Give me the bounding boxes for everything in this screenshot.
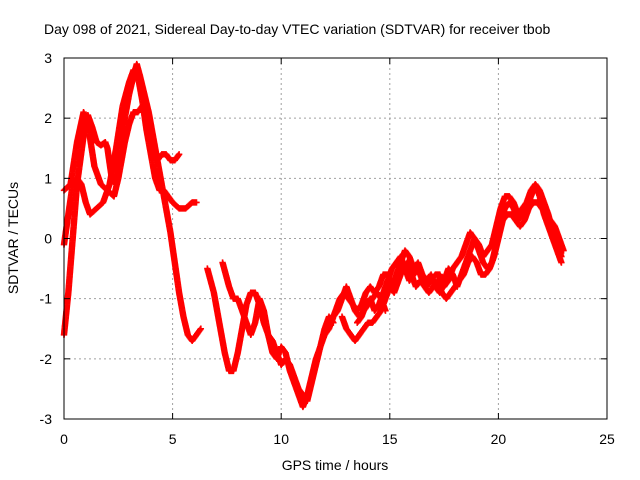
data-point	[197, 325, 205, 332]
y-tick-label: 0	[44, 231, 52, 247]
y-tick-label: 3	[44, 50, 52, 66]
y-tick-label: -1	[40, 291, 53, 307]
x-tick-label: 5	[169, 431, 177, 447]
chart-title: Day 098 of 2021, Sidereal Day-to-day VTE…	[44, 21, 551, 37]
x-tick-label: 0	[60, 431, 68, 447]
y-tick-label: 1	[44, 170, 52, 186]
x-tick-label: 15	[382, 431, 398, 447]
y-axis-label: SDTVAR / TECUs	[5, 182, 21, 294]
series-track-a	[60, 60, 205, 344]
series-track-e	[219, 259, 389, 411]
x-tick-label: 25	[599, 431, 615, 447]
data-point	[193, 199, 200, 206]
x-tick-label: 20	[491, 431, 507, 447]
x-tick-label: 10	[273, 431, 289, 447]
y-tick-label: -2	[40, 351, 53, 367]
data-point	[175, 151, 183, 158]
x-axis-label: GPS time / hours	[282, 457, 389, 473]
y-tick-label: -3	[40, 411, 53, 427]
y-tick-label: 2	[44, 110, 52, 126]
data-marks	[60, 60, 567, 411]
